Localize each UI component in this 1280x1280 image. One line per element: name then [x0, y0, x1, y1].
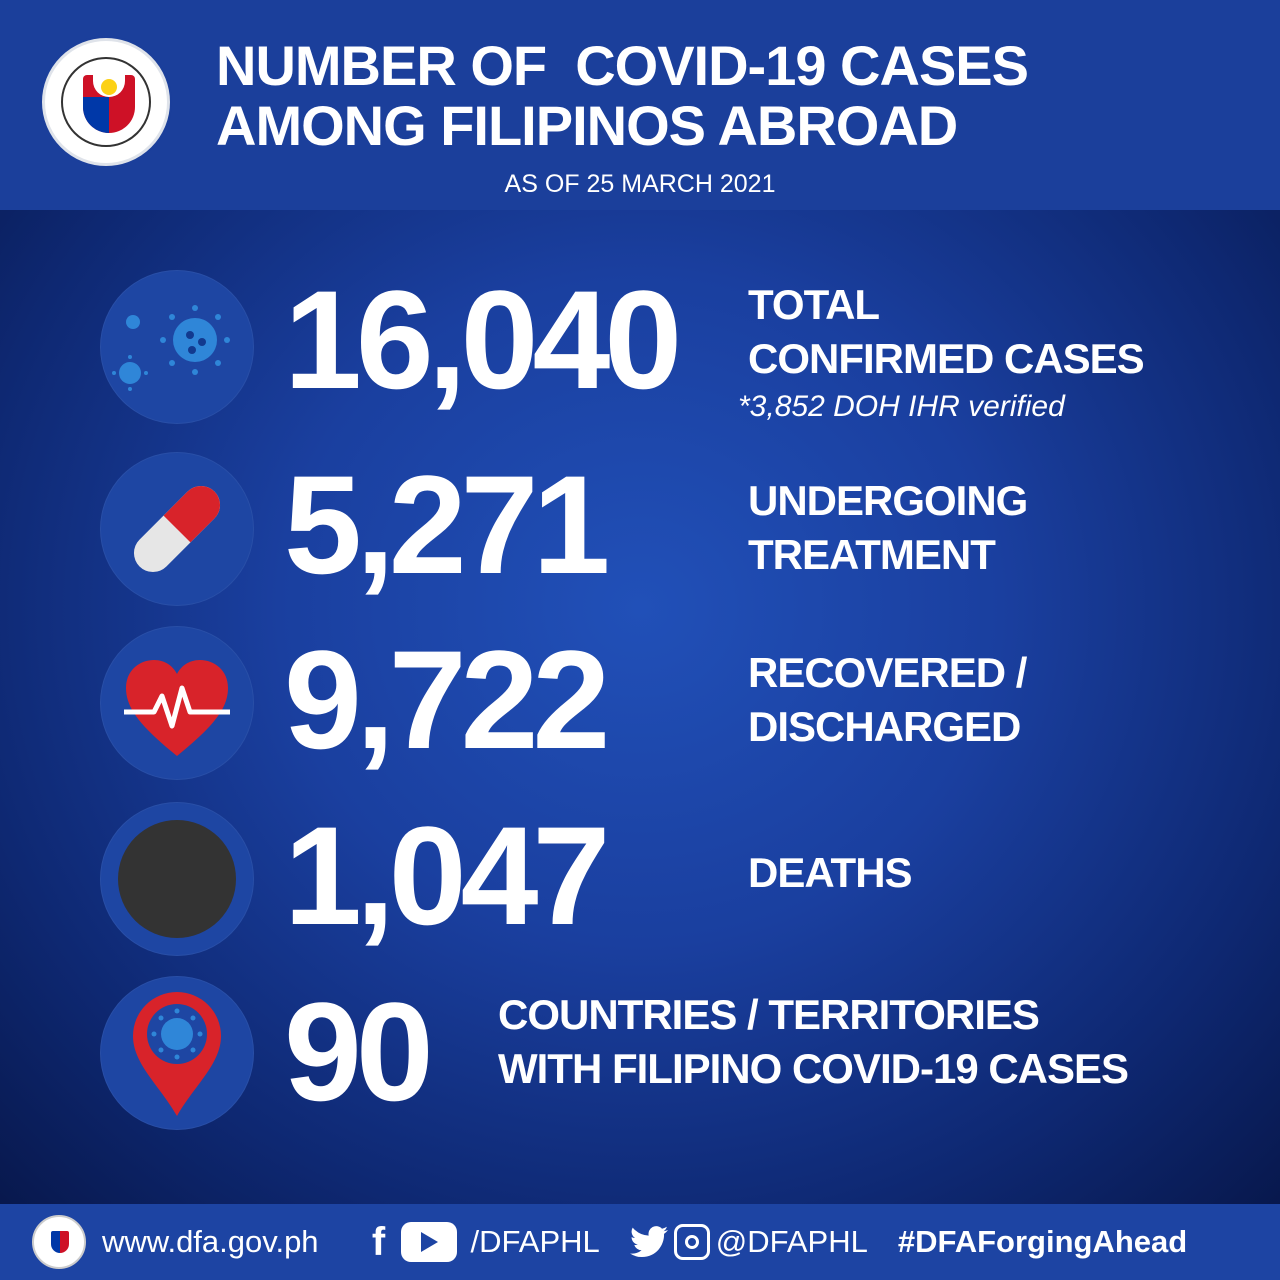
twitter-instagram-handle[interactable]: @DFAPHL: [715, 1224, 868, 1259]
website-link[interactable]: www.dfa.gov.ph: [102, 1224, 319, 1259]
facebook-youtube-handle[interactable]: /DFAPHL: [470, 1224, 600, 1259]
label-line-1: RECOVERED /: [748, 649, 1027, 696]
countries-label: COUNTRIES / TERRITORIES WITH FILIPINO CO…: [498, 988, 1129, 1096]
label-line-2: WITH FILIPINO COVID-19 CASES: [498, 1045, 1129, 1092]
title-line-1: NUMBER OF COVID-19 CASES: [216, 34, 1029, 97]
pill-capsule-icon: [100, 452, 254, 606]
date-subtitle: AS OF 25 MARCH 2021: [504, 170, 776, 198]
dfa-seal-logo: [42, 38, 170, 166]
label-line-1: TOTAL: [748, 281, 880, 328]
countries-value: 90: [284, 973, 434, 1130]
dfa-seal-small-logo: [32, 1215, 86, 1269]
doh-verified-note: *3,852 DOH IHR verified: [738, 390, 1065, 423]
virus-icon: [100, 270, 254, 424]
facebook-icon[interactable]: f: [371, 1219, 386, 1264]
total-confirmed-label: TOTAL CONFIRMED CASES: [748, 278, 1145, 386]
heartbeat-icon: [100, 626, 254, 780]
deaths-label: DEATHS: [748, 846, 913, 900]
recovered-value: 9,722: [284, 621, 610, 778]
footer: www.dfa.gov.ph f /DFAPHL @DFAPHL #DFAFor…: [0, 1204, 1280, 1280]
label-line-1: COUNTRIES / TERRITORIES: [498, 991, 1040, 1038]
header: NUMBER OF COVID-19 CASES AMONG FILIPINOS…: [0, 0, 1280, 210]
label-line-1: DEATHS: [748, 849, 913, 896]
label-line-1: UNDERGOING: [748, 477, 1028, 524]
label-line-2: DISCHARGED: [748, 703, 1021, 750]
page-title: NUMBER OF COVID-19 CASES AMONG FILIPINOS…: [216, 34, 1029, 157]
hashtag[interactable]: #DFAForgingAhead: [897, 1224, 1188, 1259]
total-confirmed-value: 16,040: [284, 261, 682, 418]
deaths-value: 1,047: [284, 797, 610, 954]
youtube-icon[interactable]: [400, 1222, 457, 1262]
label-line-2: CONFIRMED CASES: [748, 335, 1145, 382]
label-line-2: TREATMENT: [748, 531, 996, 578]
black-circle-icon: [100, 802, 254, 956]
map-pin-virus-icon: [100, 976, 254, 1130]
recovered-label: RECOVERED / DISCHARGED: [748, 646, 1027, 754]
instagram-icon[interactable]: [673, 1224, 710, 1260]
stats-panel: 16,040 TOTAL CONFIRMED CASES *3,852 DOH …: [0, 210, 1280, 1204]
undergoing-treatment-label: UNDERGOING TREATMENT: [748, 474, 1028, 582]
twitter-icon[interactable]: [629, 1226, 668, 1258]
undergoing-treatment-value: 5,271: [284, 446, 610, 603]
title-line-2: AMONG FILIPINOS ABROAD: [216, 94, 958, 157]
